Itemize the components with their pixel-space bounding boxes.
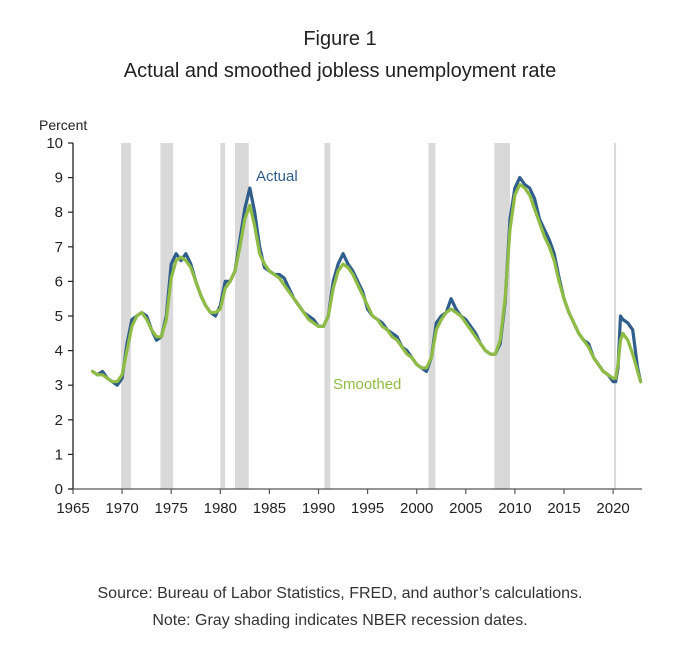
x-tick-label: 1980 (204, 500, 237, 517)
recession-band (220, 143, 226, 489)
axes: 0 1 2 3 4 5 6 7 8 9 10 1965 1970 1975 1980 1985 1990 1995… (46, 135, 642, 517)
source-note: Source: Bureau of Labor Statistics, FRED… (97, 585, 583, 602)
x-tick-label: 1970 (105, 500, 138, 517)
recession-band (428, 143, 436, 489)
x-tick-label: 2000 (400, 500, 433, 517)
x-tick-label: 1990 (302, 500, 335, 517)
y-tick-label: 0 (55, 481, 63, 498)
y-tick-label: 4 (55, 343, 63, 360)
x-tick-label: 2015 (547, 500, 580, 517)
recession-shading (121, 143, 617, 489)
y-tick-label: 8 (55, 204, 63, 221)
y-tick-label: 10 (46, 135, 63, 152)
x-tick-label: 1995 (351, 500, 384, 517)
y-tick-label: 9 (55, 170, 63, 187)
y-tick-label: 7 (55, 239, 63, 256)
x-tick-label: 1975 (155, 500, 188, 517)
recession-band (614, 143, 617, 489)
recession-note: Note: Gray shading indicates NBER recess… (152, 612, 528, 629)
smoothed-line (91, 182, 643, 384)
y-tick-label: 6 (55, 273, 63, 290)
x-tick-label: 1985 (253, 500, 286, 517)
x-tick-label: 1965 (56, 500, 89, 517)
x-tick-label: 2005 (449, 500, 482, 517)
y-axis-label: Percent (39, 117, 87, 133)
y-tick-label: 3 (55, 377, 63, 394)
y-tick-label: 1 (55, 446, 63, 463)
recession-band (121, 143, 131, 489)
y-tick-label: 2 (55, 412, 63, 429)
x-tick-label: 2010 (498, 500, 531, 517)
chart-title: Actual and smoothed jobless unemployment… (123, 60, 557, 82)
x-tick-label: 2020 (596, 500, 629, 517)
series-lines (91, 176, 643, 387)
actual-series-label: Actual (256, 168, 298, 185)
recession-band (235, 143, 249, 489)
smoothed-series-label: Smoothed (333, 376, 401, 393)
figure-number: Figure 1 (303, 28, 377, 50)
y-tick-label: 5 (55, 308, 63, 325)
